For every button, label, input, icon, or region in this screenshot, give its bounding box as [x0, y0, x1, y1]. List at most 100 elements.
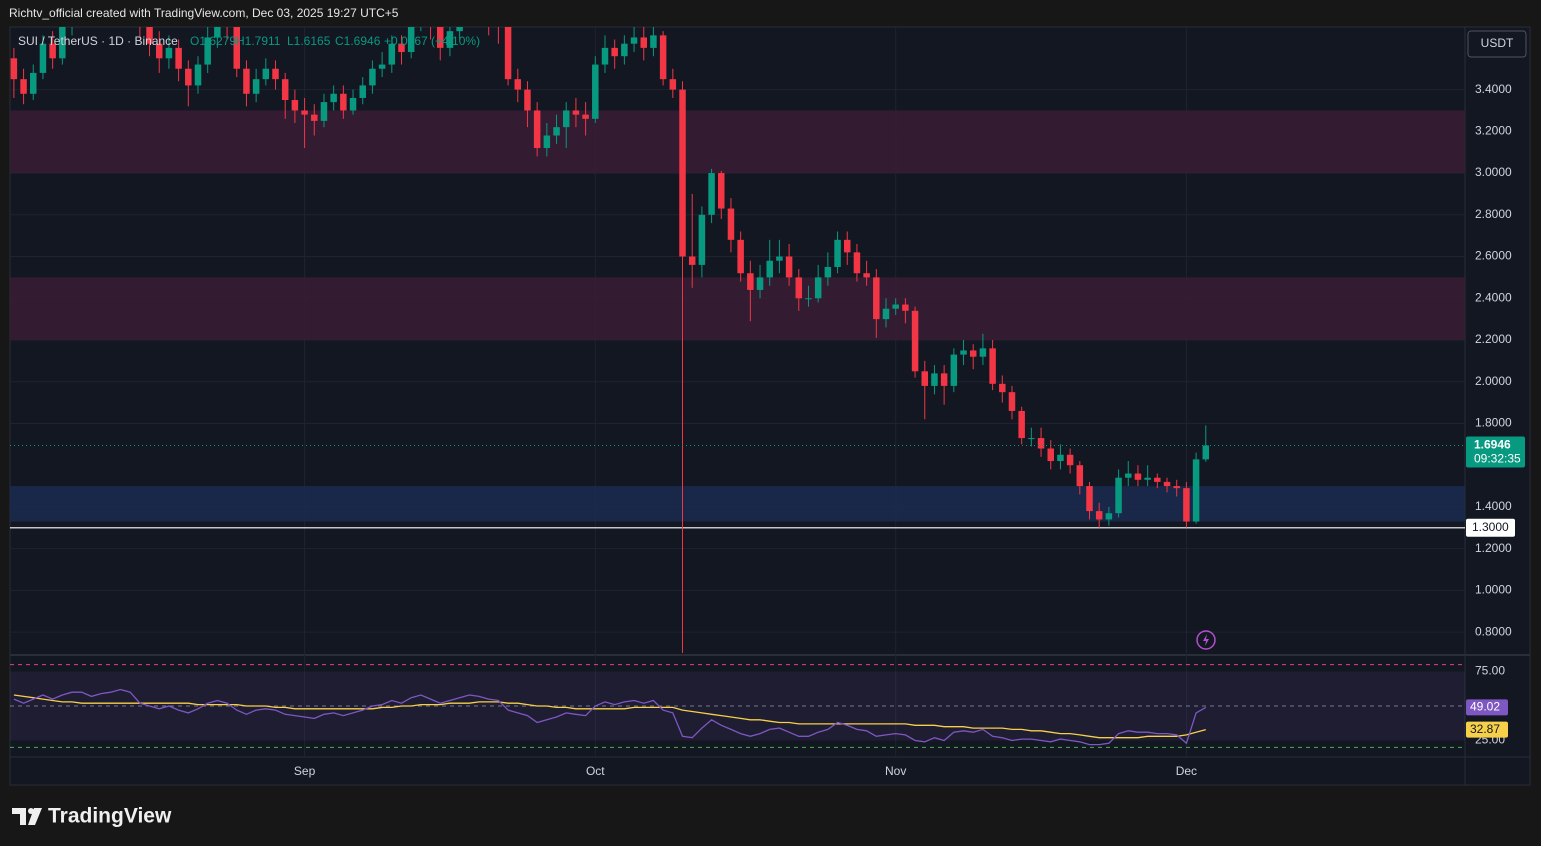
candle-body [737, 239, 744, 274]
candle-body [911, 310, 919, 372]
rsi-value-tag [1466, 699, 1508, 716]
hline-tag [1466, 518, 1515, 537]
candle-body [446, 31, 454, 48]
brand-logo [12, 808, 42, 825]
candle-body [49, 43, 56, 59]
candle-body [766, 260, 773, 278]
candle-body [960, 350, 967, 355]
rsi-band [10, 671, 1465, 741]
candle-body [233, 27, 241, 69]
candle-body [155, 43, 163, 59]
candle-body [10, 58, 18, 80]
candle-body [999, 383, 1006, 393]
x-tick-label: Nov [885, 764, 906, 778]
candle-body [311, 114, 318, 121]
candle-body [659, 35, 667, 80]
candle-body [756, 277, 764, 290]
candle-body [592, 64, 599, 119]
y-tick-label: 2.0000 [1475, 374, 1512, 388]
y-tick-label: 0.8000 [1475, 624, 1512, 638]
ohlc-value: O1.6279 [190, 34, 236, 48]
candle-body [1008, 392, 1016, 411]
candle-body [553, 127, 560, 136]
symbol-title: SUI / TetherUS · 1D · Binance [18, 34, 178, 48]
candle-body [204, 37, 211, 65]
x-tick-label: Oct [586, 764, 605, 778]
candle-body [601, 47, 609, 65]
candle-body [805, 298, 812, 300]
currency-label[interactable]: USDT [1481, 36, 1514, 50]
ohlc-value: H1.7911 [236, 34, 281, 48]
candle-body [59, 27, 66, 59]
candle-body [524, 89, 531, 111]
candle-body [514, 79, 522, 90]
candle-body [1173, 486, 1180, 489]
y-tick-label: 2.2000 [1475, 332, 1512, 346]
candle-body [1163, 481, 1171, 487]
candle-body [272, 68, 279, 80]
candle-body [902, 304, 909, 311]
candle-body [1057, 454, 1064, 462]
candle-body [776, 256, 783, 261]
candle-body [1105, 513, 1113, 520]
candle-body [582, 114, 589, 119]
candle-body [921, 371, 929, 386]
candle-body [1202, 445, 1210, 460]
y-tick-label: 3.4000 [1475, 82, 1512, 96]
candle-body [1144, 477, 1151, 480]
brand: TradingView [48, 805, 172, 828]
candle-body [504, 27, 512, 80]
ohlc-value: L1.6165 [287, 34, 331, 48]
candle-body [611, 47, 618, 57]
candle-body [630, 37, 638, 44]
candle-body [407, 27, 415, 53]
candle-body [378, 64, 386, 69]
candle-body [718, 173, 725, 209]
candle-body [436, 27, 444, 48]
y-tick-label: 1.0000 [1475, 583, 1512, 597]
candle-body [1183, 488, 1190, 522]
candle-body [950, 354, 958, 386]
price-pane [10, 27, 1465, 653]
candle-body [1154, 477, 1161, 482]
currency-button[interactable] [1467, 30, 1527, 58]
candle-body [1028, 438, 1035, 440]
candle-body [1037, 438, 1045, 449]
candle-body [669, 79, 677, 90]
candle-body [989, 348, 996, 384]
last-price-label: 1.6946 [1474, 438, 1511, 452]
overlay-layer: SUI / TetherUS · 1D · Binance USDT O1.62… [18, 30, 1527, 778]
candle-body [650, 35, 657, 48]
candle-body [330, 93, 337, 103]
candle-body [1115, 477, 1122, 514]
candle-body [165, 47, 173, 59]
candle-body [562, 110, 570, 128]
candle-body [369, 68, 376, 86]
candle-body [398, 43, 405, 53]
candle-body [931, 373, 938, 386]
candle-body [863, 273, 870, 278]
candle-body [892, 304, 899, 309]
y-tick-label: 3.2000 [1475, 124, 1512, 138]
y-tick-label: 3.0000 [1475, 165, 1512, 179]
candle-body [262, 68, 270, 80]
candle-body [940, 373, 948, 386]
candle-body [979, 348, 987, 357]
candle-body [185, 68, 192, 86]
candle-body [621, 43, 628, 57]
candle-body [1095, 511, 1103, 520]
rsi-value-label: 49.02 [1470, 700, 1500, 714]
candle-body [252, 79, 260, 94]
candle-body [1076, 465, 1084, 487]
candle-body [1018, 410, 1025, 439]
candle-body [388, 43, 396, 65]
alert-icon [1196, 630, 1216, 650]
ohlc-value: C1.6946 [335, 34, 381, 48]
candle-body [688, 256, 696, 265]
candle-body [194, 64, 202, 86]
y-tick-label: 1.8000 [1475, 416, 1512, 430]
candle-body [1134, 473, 1142, 480]
last-price-tag [1466, 436, 1525, 468]
countdown-label: 09:32:35 [1474, 452, 1521, 466]
